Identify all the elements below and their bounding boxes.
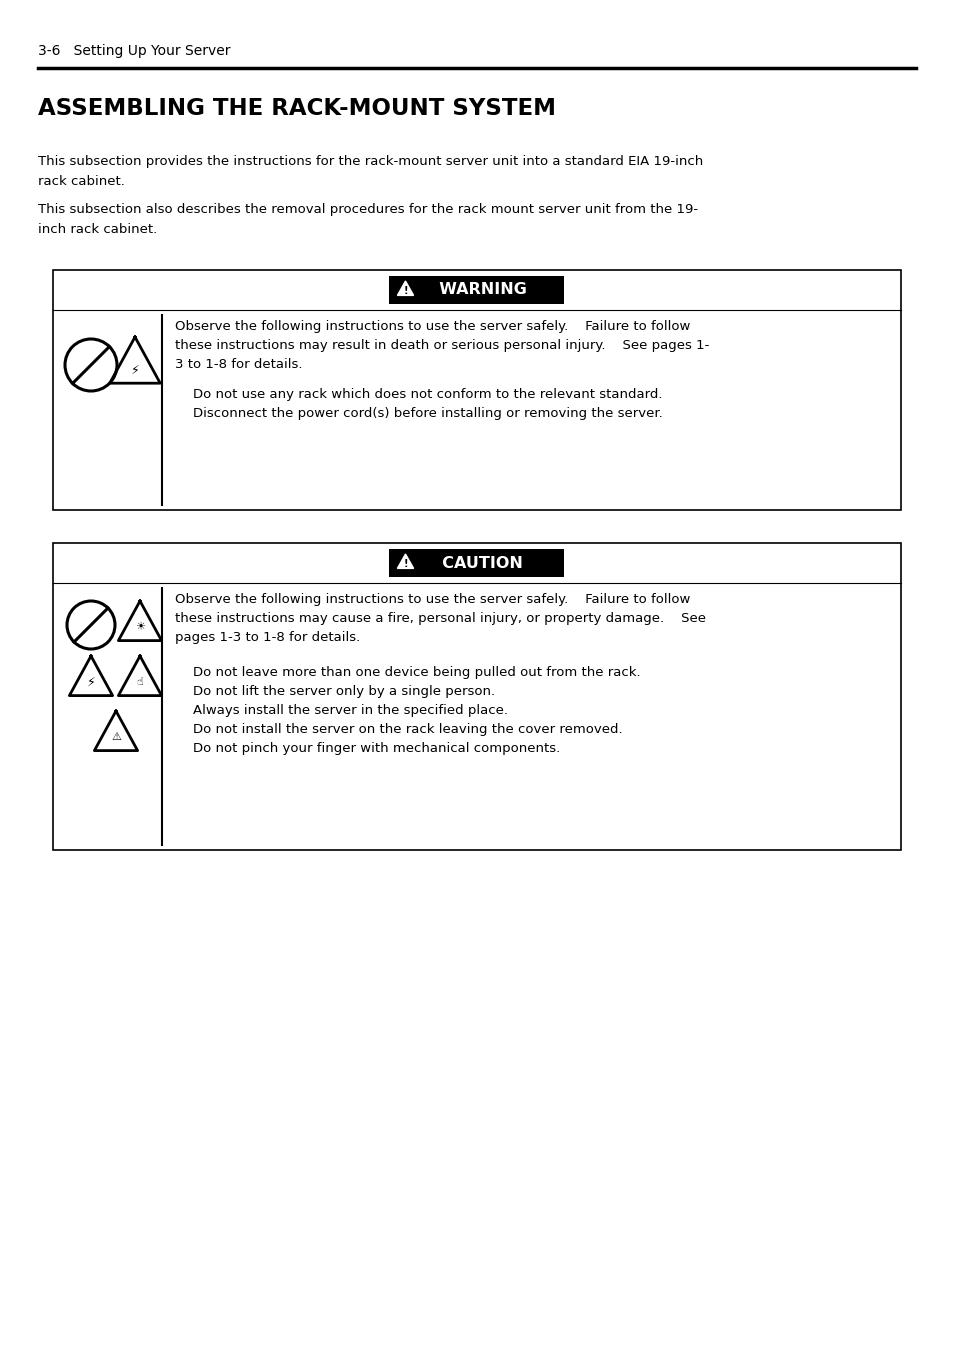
Text: !: !: [403, 559, 407, 569]
Text: Do not leave more than one device being pulled out from the rack.: Do not leave more than one device being …: [193, 666, 640, 679]
Text: Disconnect the power cord(s) before installing or removing the server.: Disconnect the power cord(s) before inst…: [193, 407, 662, 421]
Text: This subsection also describes the removal procedures for the rack mount server : This subsection also describes the remov…: [38, 204, 698, 216]
Text: Do not pinch your finger with mechanical components.: Do not pinch your finger with mechanical…: [193, 741, 559, 755]
Text: pages 1-3 to 1-8 for details.: pages 1-3 to 1-8 for details.: [174, 631, 360, 644]
Text: ⚡: ⚡: [87, 675, 95, 689]
Bar: [53, 270, 900, 510]
Text: rack cabinet.: rack cabinet.: [38, 175, 125, 187]
Text: Always install the server in the specified place.: Always install the server in the specifi…: [193, 704, 507, 717]
Text: Do not install the server on the rack leaving the cover removed.: Do not install the server on the rack le…: [193, 723, 622, 736]
Text: ⚠: ⚠: [111, 732, 121, 743]
Text: Do not lift the server only by a single person.: Do not lift the server only by a single …: [193, 685, 495, 698]
Text: WARNING: WARNING: [427, 283, 526, 298]
Text: This subsection provides the instructions for the rack-mount server unit into a : This subsection provides the instruction…: [38, 155, 702, 168]
Text: 3-6   Setting Up Your Server: 3-6 Setting Up Your Server: [38, 44, 231, 58]
Text: Do not use any rack which does not conform to the relevant standard.: Do not use any rack which does not confo…: [193, 388, 661, 400]
Text: ☝: ☝: [136, 678, 143, 687]
Text: these instructions may result in death or serious personal injury.    See pages : these instructions may result in death o…: [174, 338, 709, 352]
Text: ASSEMBLING THE RACK-MOUNT SYSTEM: ASSEMBLING THE RACK-MOUNT SYSTEM: [38, 97, 556, 120]
Polygon shape: [397, 554, 414, 569]
Text: CAUTION: CAUTION: [431, 555, 522, 570]
Text: 3 to 1-8 for details.: 3 to 1-8 for details.: [174, 359, 302, 371]
Polygon shape: [397, 280, 414, 295]
Text: ⚡: ⚡: [131, 364, 139, 376]
Text: ☀: ☀: [135, 623, 145, 632]
Text: Observe the following instructions to use the server safely.    Failure to follo: Observe the following instructions to us…: [174, 593, 690, 607]
Text: these instructions may cause a fire, personal injury, or property damage.    See: these instructions may cause a fire, per…: [174, 612, 705, 625]
Bar: [389, 276, 564, 305]
Bar: [53, 543, 900, 851]
Text: !: !: [403, 286, 407, 297]
Text: inch rack cabinet.: inch rack cabinet.: [38, 222, 157, 236]
Bar: [389, 549, 564, 577]
Text: Observe the following instructions to use the server safely.    Failure to follo: Observe the following instructions to us…: [174, 319, 690, 333]
